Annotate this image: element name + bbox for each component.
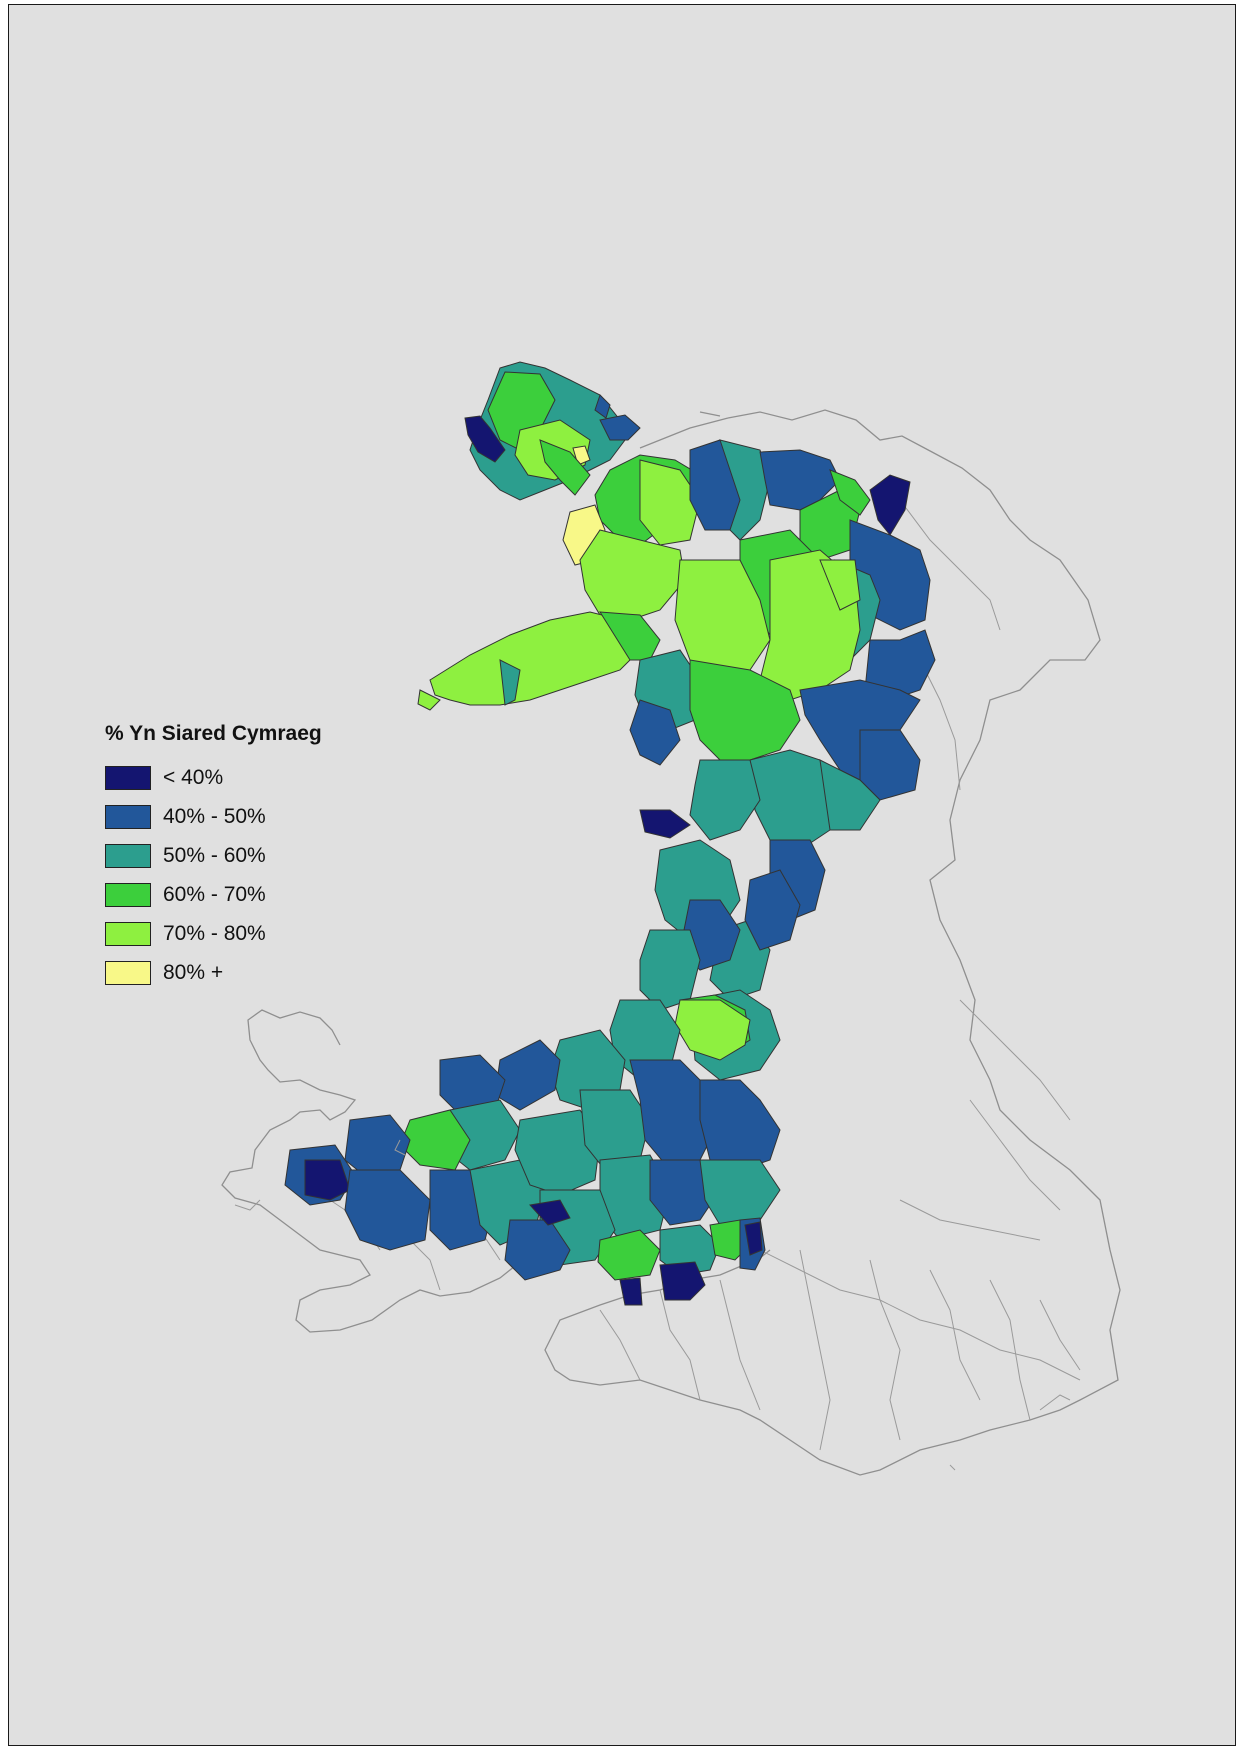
legend-swatch <box>105 882 151 907</box>
legend-item: 60% - 70% <box>105 875 365 914</box>
legend-swatch <box>105 921 151 946</box>
legend-label: < 40% <box>163 765 224 789</box>
legend-title: % Yn Siared Cymraeg <box>105 722 322 745</box>
legend-swatch <box>105 765 151 790</box>
legend-swatch <box>105 843 151 868</box>
legend: % Yn Siared Cymraeg < 40% 40% - 50% 50% … <box>105 722 365 992</box>
legend-swatch <box>105 804 151 829</box>
shaded-regions <box>284 361 936 1306</box>
legend-label: 50% - 60% <box>163 843 266 867</box>
legend-item: 40% - 50% <box>105 797 365 836</box>
legend-label: 70% - 80% <box>163 921 266 945</box>
legend-item: 70% - 80% <box>105 914 365 953</box>
legend-item: < 40% <box>105 758 365 797</box>
coast-details <box>234 1139 1071 1471</box>
legend-item: 50% - 60% <box>105 836 365 875</box>
wales-outline-southwest <box>221 1009 521 1333</box>
legend-label: 40% - 50% <box>163 804 266 828</box>
wales-outline-east <box>544 409 1121 1476</box>
map-frame <box>8 4 1236 1746</box>
legend-swatch <box>105 960 151 985</box>
north-coast-outline <box>639 411 729 449</box>
legend-item: 80% + <box>105 953 365 992</box>
legend-label: 80% + <box>163 960 224 984</box>
legend-label: 60% - 70% <box>163 882 266 906</box>
llyn <box>429 611 641 706</box>
